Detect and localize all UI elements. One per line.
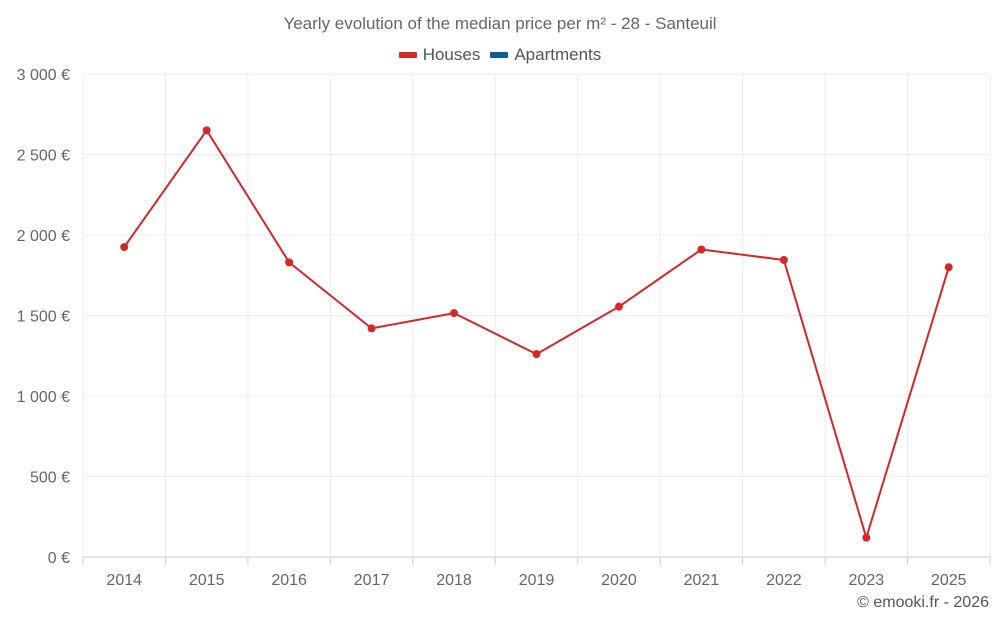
x-tick-label: 2021 (684, 572, 720, 589)
x-tick-label: 2025 (931, 572, 967, 589)
legend-label-apartments: Apartments (514, 45, 602, 64)
data-point[interactable] (367, 324, 376, 333)
grid (82, 73, 991, 558)
credit: © emooki.fr - 2026 (857, 594, 989, 611)
data-point[interactable] (944, 263, 953, 272)
x-tick-label: 2019 (519, 572, 555, 589)
x-tick-label: 2015 (189, 572, 225, 589)
y-tick-label: 2 500 € (17, 148, 70, 165)
data-point[interactable] (285, 258, 294, 267)
x-tick-label: 2017 (354, 572, 390, 589)
chart-title: Yearly evolution of the median price per… (283, 14, 717, 33)
legend-item-apartments[interactable]: Apartments (490, 45, 601, 65)
x-tick-label: 2016 (271, 572, 307, 589)
data-point[interactable] (202, 126, 211, 135)
series-houses (120, 126, 953, 542)
data-point[interactable] (614, 302, 623, 311)
y-tick-label: 500 € (30, 470, 70, 487)
legend-label-houses: Houses (422, 45, 481, 64)
x-tick-label: 2018 (436, 572, 472, 589)
x-tick-label: 2023 (849, 572, 885, 589)
legend-swatch-houses (398, 52, 417, 58)
data-point[interactable] (697, 245, 706, 254)
x-tick-label: 2022 (766, 572, 802, 589)
data-point[interactable] (120, 243, 129, 252)
data-point[interactable] (532, 350, 541, 359)
legend: Houses Apartments (0, 45, 1000, 65)
x-tick-label: 2020 (601, 572, 637, 589)
data-point[interactable] (779, 255, 788, 264)
data-point[interactable] (450, 309, 459, 318)
axes: 0 € 500 € 1 000 € 1 500 € 2 000 € 2 500 € 3 00… (17, 67, 991, 589)
legend-item-houses[interactable]: Houses (398, 45, 481, 65)
x-tick-label: 2014 (106, 572, 142, 589)
y-tick-label: 1 500 € (17, 309, 70, 326)
y-tick-label: 3 000 € (17, 67, 70, 84)
data-point[interactable] (862, 533, 871, 542)
y-tick-label: 1 000 € (17, 389, 70, 406)
y-tick-label: 0 € (48, 550, 70, 567)
y-tick-label: 2 000 € (17, 228, 70, 245)
legend-swatch-apartments (490, 52, 509, 58)
